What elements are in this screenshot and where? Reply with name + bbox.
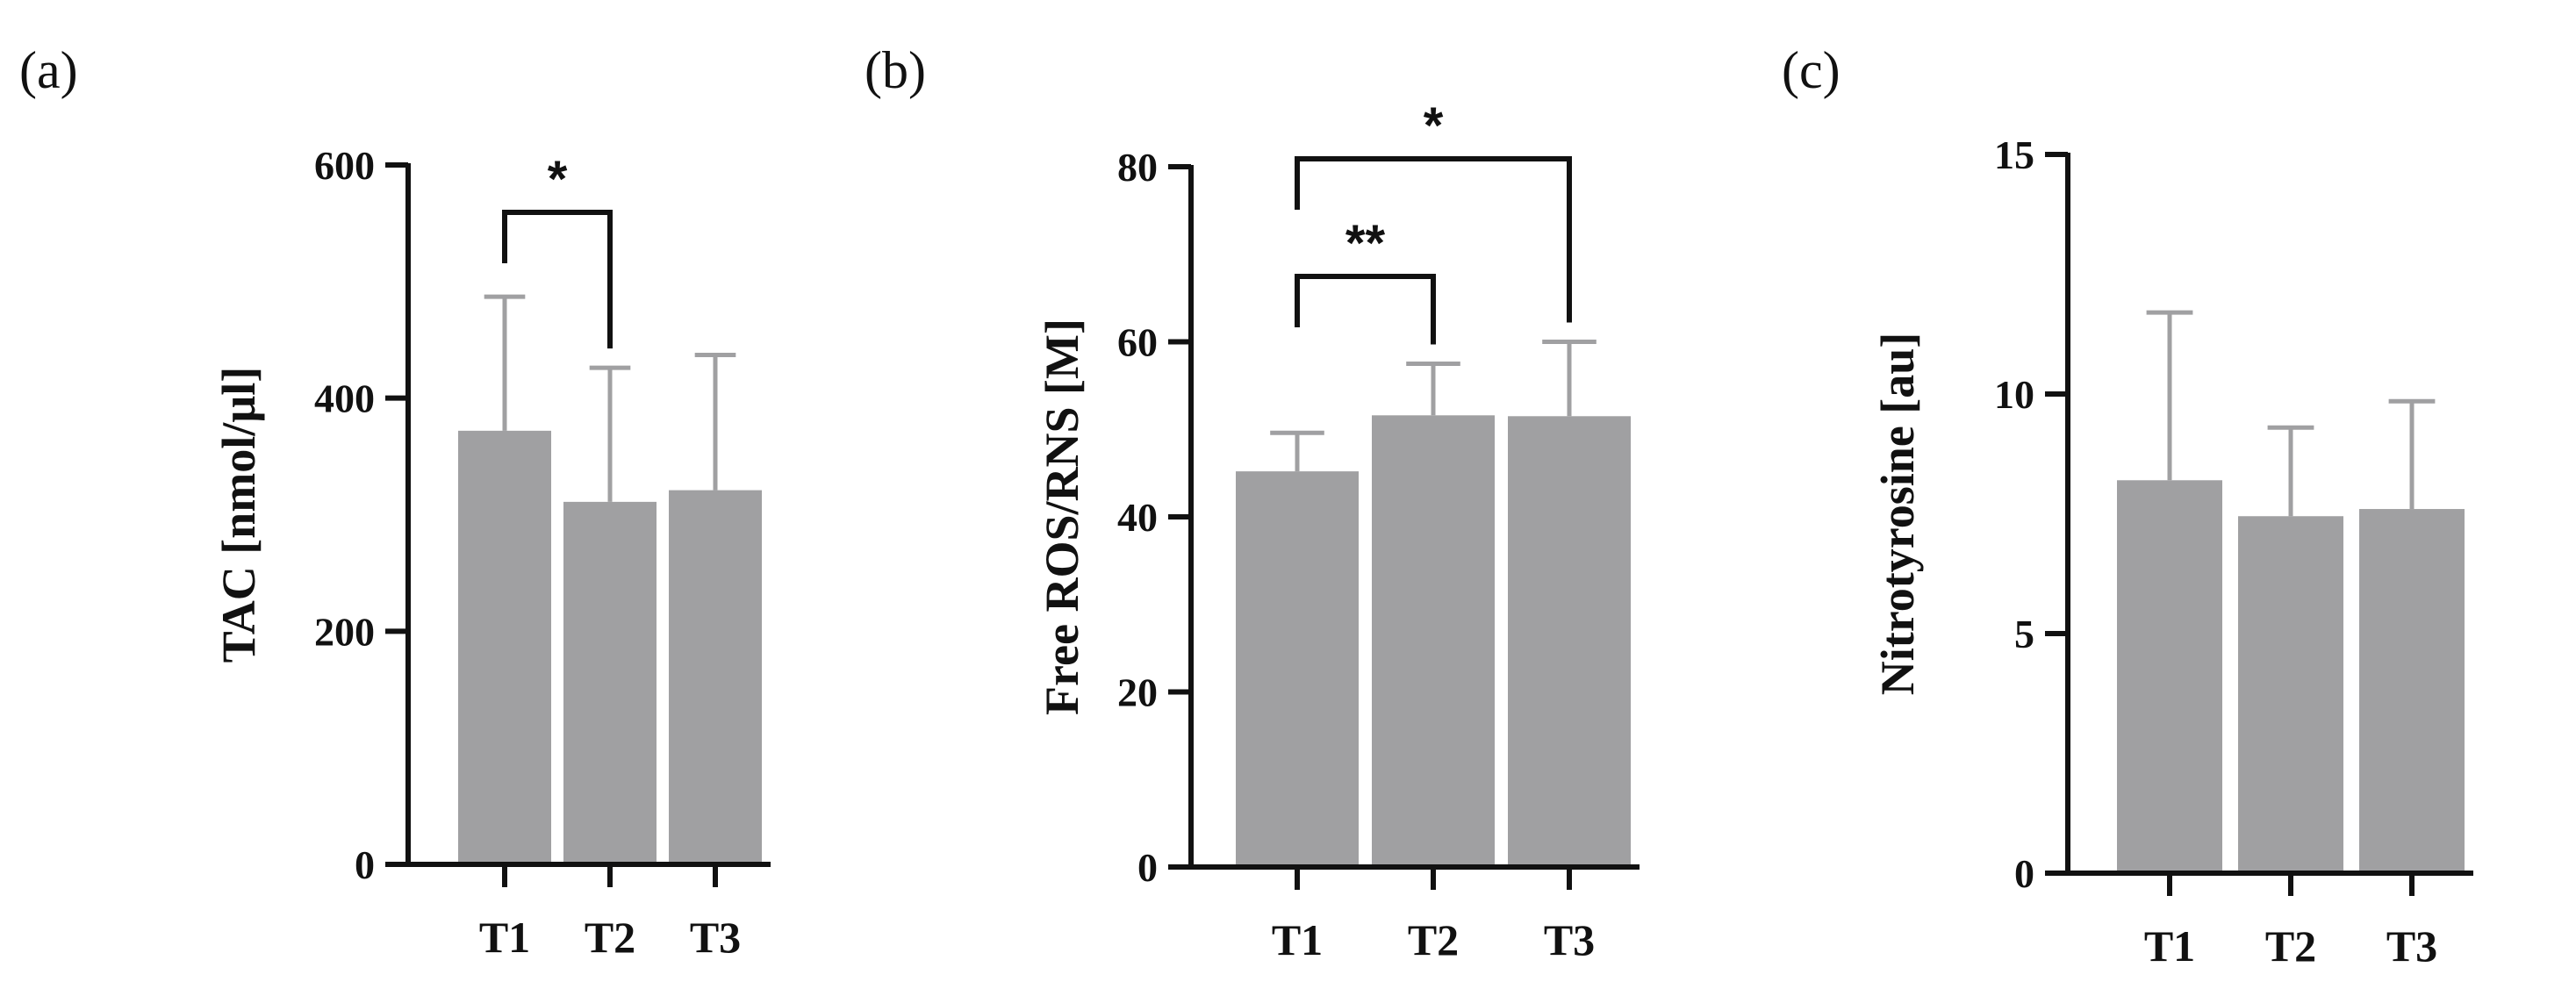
panel-label: (a) (19, 41, 78, 99)
y-axis-title: Free ROS/RNS [M] (1036, 319, 1088, 715)
error-bar-t3 (694, 353, 736, 491)
y-tick-label: 80 (1117, 145, 1158, 190)
x-tick-label: T3 (690, 913, 741, 962)
y-tick-label: 0 (2014, 851, 2034, 896)
bar-t1 (1236, 471, 1359, 867)
bar-t2 (2238, 516, 2343, 873)
bar-t3 (1508, 416, 1631, 868)
y-tick-label: 60 (1117, 320, 1158, 365)
y-tick-label: 200 (314, 609, 375, 654)
x-tick-label: T2 (1408, 915, 1459, 964)
x-tick-label: T2 (2265, 921, 2316, 971)
significance-bracket: * (502, 151, 613, 349)
bar-t3 (669, 490, 762, 864)
significance-label: * (548, 151, 568, 208)
significance-bracket: ** (1295, 215, 1436, 345)
x-tick-label: T3 (1544, 915, 1595, 964)
error-bar-t3 (2388, 398, 2436, 510)
error-bar-t2 (1406, 361, 1460, 416)
y-tick-label: 0 (355, 842, 375, 887)
bar-t1 (458, 430, 551, 864)
panel-label: (b) (865, 41, 926, 99)
significance-label: ** (1345, 215, 1386, 272)
y-tick-label: 10 (1994, 372, 2034, 417)
y-tick-label: 0 (1137, 845, 1158, 890)
y-tick-label: 20 (1117, 670, 1158, 715)
x-tick-label: T1 (1272, 915, 1323, 964)
significance-bracket: * (1295, 97, 1572, 323)
chart-panel-3: (c) 0 5 10 15 T1 T2 T3 Nitrotyrosine [au] (1782, 41, 2473, 971)
error-bar-t1 (1270, 430, 1324, 472)
x-tick-label: T2 (585, 913, 635, 962)
error-bar-t2 (2267, 425, 2314, 517)
bar-t3 (2359, 509, 2465, 873)
y-tick-label: 600 (314, 143, 375, 188)
significance-label: * (1424, 97, 1444, 154)
bar-t2 (1372, 415, 1495, 867)
chart-panel-1: (a) 0 200 400 600 T1 T2 T3 TAC [nmol/µl] * (19, 41, 771, 962)
bar-t2 (563, 501, 657, 864)
error-bar-t1 (484, 294, 526, 431)
y-tick-label: 40 (1117, 495, 1158, 540)
error-bar-t3 (1542, 340, 1597, 417)
error-bar-t2 (589, 365, 631, 502)
x-tick-label: T3 (2386, 921, 2437, 971)
x-tick-label: T1 (2144, 921, 2195, 971)
y-axis-title: Nitrotyrosine [au] (1871, 333, 1924, 695)
y-tick-label: 5 (2014, 612, 2034, 656)
bar-t1 (2117, 480, 2222, 873)
error-bar-t1 (2146, 310, 2193, 481)
y-axis-title: TAC [nmol/µl] (212, 367, 265, 663)
panel-label: (c) (1782, 41, 1841, 99)
x-tick-label: T1 (479, 913, 530, 962)
y-tick-label: 15 (1994, 133, 2034, 177)
y-tick-label: 400 (314, 376, 375, 421)
